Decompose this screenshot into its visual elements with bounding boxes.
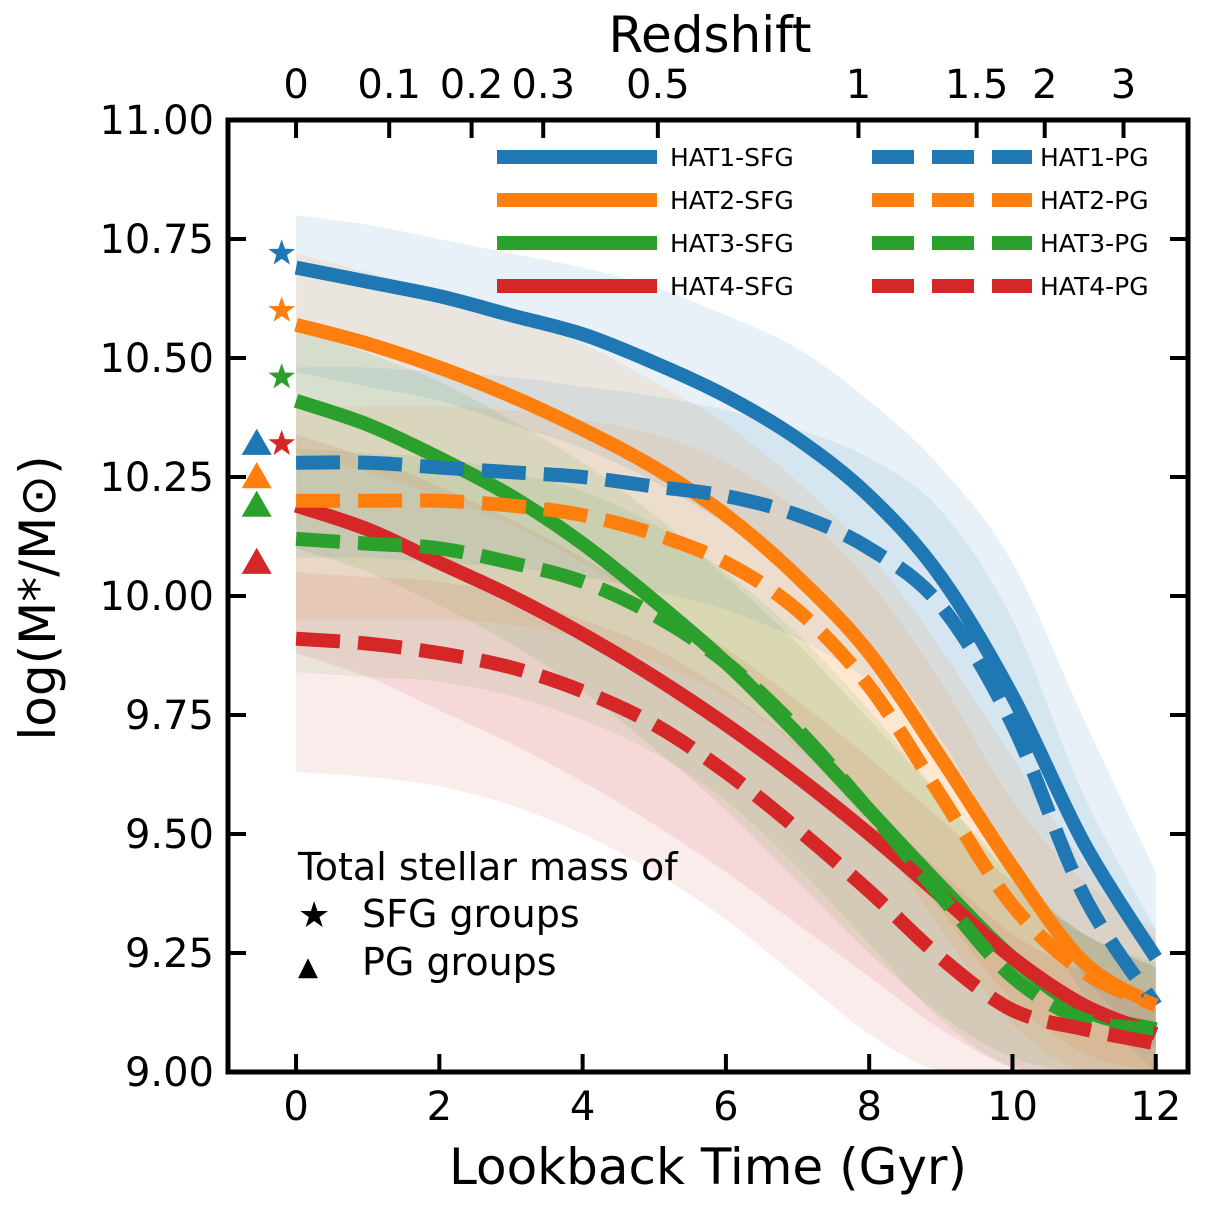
top-tick-label: 1 <box>846 62 871 108</box>
top-axis-label: Redshift <box>609 6 812 64</box>
top-tick-label: 0.3 <box>511 62 575 108</box>
y-tick-label: 10.75 <box>99 217 214 263</box>
triangle-marker-hat1 <box>241 428 272 455</box>
total-mass-markers <box>241 239 295 574</box>
series-lines <box>293 260 1162 1051</box>
legend-label-hat1-pg: HAT1-PG <box>1040 143 1149 172</box>
legend-label-hat1-sfg: HAT1-SFG <box>670 143 794 172</box>
y-tick-label: 10.25 <box>99 455 214 501</box>
top-tick-label: 0.1 <box>357 62 421 108</box>
line-hat1-sfg <box>294 260 1162 962</box>
axis-ticks: 0 2 4 6 8 10 129.009.259.509.7510.0010.2510.50… <box>99 62 1188 1130</box>
x-tick-label: 0 <box>283 1084 308 1130</box>
top-tick-label: 1.5 <box>945 62 1009 108</box>
x-axis-label: Lookback Time (Gyr) <box>449 1138 967 1196</box>
x-tick-label: 12 <box>1130 1084 1181 1130</box>
legend-label-hat4-pg: HAT4-PG <box>1040 272 1149 301</box>
y-tick-label: 10.00 <box>99 574 214 620</box>
legend-label-hat2-sfg: HAT2-SFG <box>670 186 794 215</box>
star-icon: ★ <box>298 895 330 936</box>
x-tick-label: 4 <box>570 1084 595 1130</box>
line-hat4-pg <box>295 631 1158 1051</box>
star-marker-hat3 <box>268 363 295 389</box>
x-tick-label: 2 <box>427 1084 452 1130</box>
y-tick-label: 9.50 <box>125 812 214 858</box>
x-tick-label: 6 <box>713 1084 738 1130</box>
legend: HAT1-SFG HAT2-SFG HAT3-SFG HAT4-SFG HAT1-PG H… <box>497 143 1149 301</box>
y-axis-label: log(M*/M⊙) <box>9 455 67 740</box>
band-hat1-pg <box>296 367 1156 1072</box>
top-tick-label: 3 <box>1111 62 1136 108</box>
legend-label-hat2-pg: HAT2-PG <box>1040 186 1149 215</box>
triangle-marker-hat2 <box>241 462 272 489</box>
line-hat1-pg <box>296 455 1162 1010</box>
y-tick-label: 9.25 <box>125 931 214 977</box>
legend-label-hat3-pg: HAT3-PG <box>1040 229 1149 258</box>
top-tick-label: 0.5 <box>626 62 690 108</box>
top-tick-label: 0 <box>283 62 308 108</box>
band-hat4-pg <box>296 572 1156 1072</box>
annotation-box: Total stellar mass of ★ SFG groups ▲ PG … <box>297 845 679 984</box>
y-tick-label: 11.00 <box>99 98 214 144</box>
annotation-heading: Total stellar mass of <box>297 845 679 889</box>
x-tick-label: 8 <box>856 1084 881 1130</box>
top-tick-label: 0.2 <box>440 62 504 108</box>
band-hat2-sfg <box>296 253 1156 1072</box>
line-hat3-pg <box>295 531 1157 1037</box>
legend-label-hat4-sfg: HAT4-SFG <box>670 272 794 301</box>
star-marker-hat1 <box>268 239 295 265</box>
line-hat4-sfg <box>293 498 1159 1041</box>
star-marker-hat4 <box>268 429 295 455</box>
triangle-marker-hat4 <box>241 547 272 574</box>
triangle-marker-hat3 <box>241 490 272 517</box>
star-marker-hat2 <box>268 296 295 322</box>
y-tick-label: 10.50 <box>99 336 214 382</box>
band-hat1-sfg <box>296 215 1156 1049</box>
annotation-sfg-label: SFG groups <box>362 892 580 936</box>
band-hat3-pg <box>296 448 1156 1072</box>
y-tick-label: 9.75 <box>125 693 214 739</box>
top-tick-label: 2 <box>1032 62 1057 108</box>
annotation-pg-label: PG groups <box>362 940 557 984</box>
triangle-icon: ▲ <box>298 952 318 982</box>
line-hat2-pg <box>296 493 1159 1012</box>
line-hat2-sfg <box>294 317 1160 1012</box>
x-tick-label: 10 <box>987 1084 1038 1130</box>
y-tick-label: 9.00 <box>125 1050 214 1096</box>
legend-label-hat3-sfg: HAT3-SFG <box>670 229 794 258</box>
